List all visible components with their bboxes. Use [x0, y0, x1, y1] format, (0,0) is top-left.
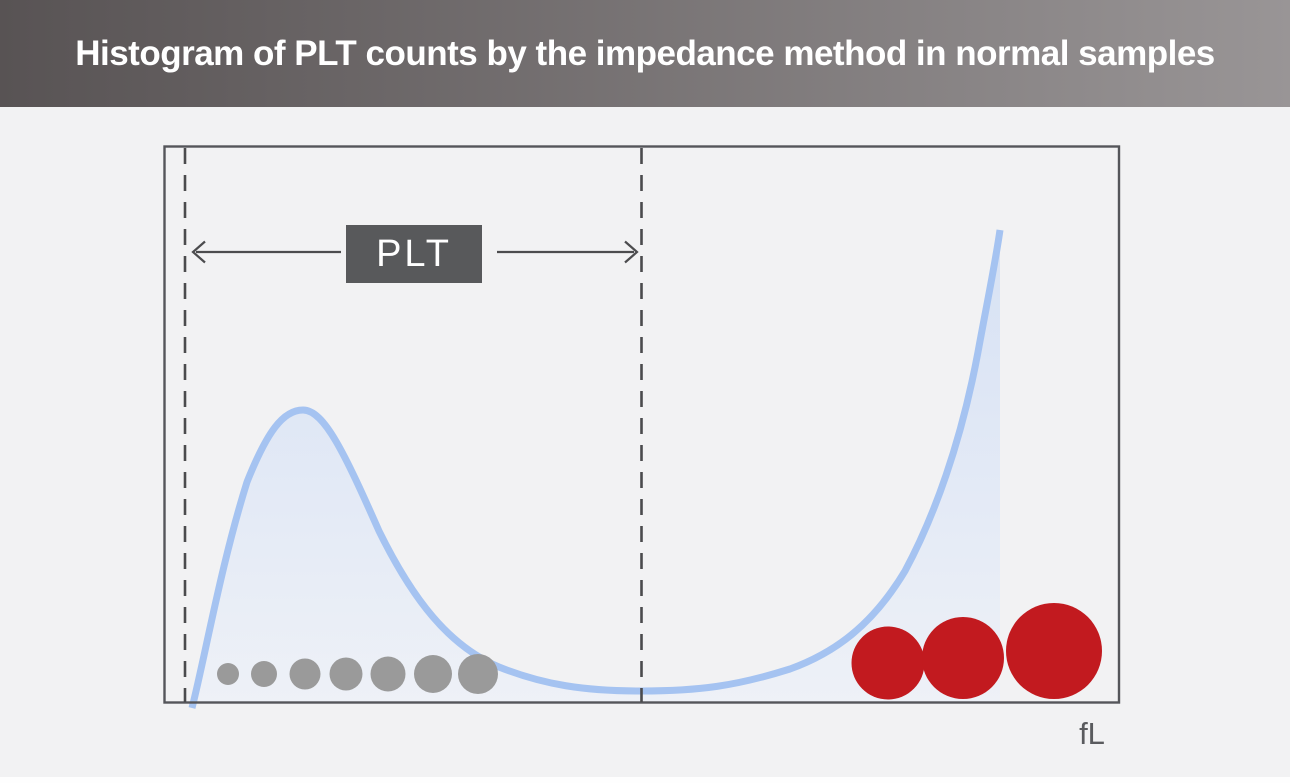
rbc-dot: [851, 626, 925, 700]
distribution-curve: [188, 229, 1004, 709]
figure-title: Histogram of PLT counts by the impedance…: [75, 33, 1215, 73]
rbc-dots: [851, 603, 1102, 700]
curve-fill-area: [192, 230, 1000, 708]
rbc-dot: [1006, 603, 1102, 699]
plt-gate-label: PLT: [376, 232, 452, 275]
platelet-dots: [217, 654, 498, 694]
platelet-dot: [458, 654, 498, 694]
rbc-dot: [922, 617, 1004, 699]
bottom-strip: [0, 777, 1290, 783]
platelet-dot: [251, 661, 277, 687]
platelet-dot: [217, 663, 239, 685]
plot-border: [163, 145, 1121, 704]
plt-range-arrow-right-head: [624, 240, 639, 264]
platelet-dot: [370, 656, 406, 692]
platelet-dot: [329, 657, 363, 691]
plt-range-arrows: [191, 240, 639, 264]
x-axis-unit-label: fL: [1079, 716, 1105, 751]
plt-gate-label-box: PLT: [346, 225, 482, 283]
platelet-dot: [289, 658, 321, 690]
title-bar: Histogram of PLT counts by the impedance…: [0, 0, 1290, 107]
platelet-dot: [414, 655, 452, 693]
plt-range-arrow-left-head: [191, 240, 206, 264]
